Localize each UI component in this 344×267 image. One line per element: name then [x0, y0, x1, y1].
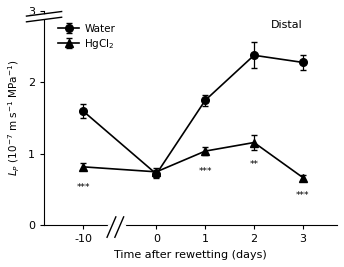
Y-axis label: $L_P$ (10$^{-7}$ m s$^{-1}$ MPa$^{-1}$): $L_P$ (10$^{-7}$ m s$^{-1}$ MPa$^{-1}$): [7, 60, 22, 176]
Bar: [108, 225, 125, 230]
Text: ***: ***: [198, 167, 212, 176]
Text: **: **: [249, 160, 259, 169]
X-axis label: Time after rewetting (days): Time after rewetting (days): [114, 250, 267, 260]
Text: Distal: Distal: [271, 19, 303, 30]
Text: ***: ***: [76, 183, 90, 191]
Legend: Water, HgCl$_2$: Water, HgCl$_2$: [55, 21, 118, 54]
Text: ***: ***: [296, 191, 310, 200]
